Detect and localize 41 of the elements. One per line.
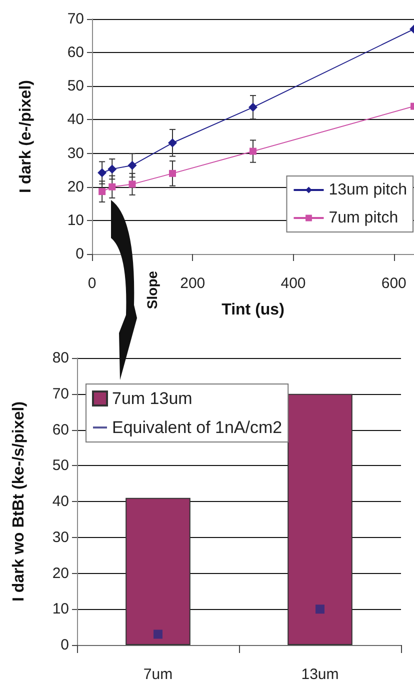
point xyxy=(108,183,116,190)
point xyxy=(98,188,106,196)
y-tick-label: 60 xyxy=(67,44,84,62)
x-tick-label: 400 xyxy=(280,275,306,292)
point xyxy=(108,164,117,174)
x-tick-label: 13um xyxy=(301,666,339,683)
legend-label: Equivalent of 1nA/cm2 xyxy=(112,418,282,437)
x-axis-title: Tint (us) xyxy=(222,302,284,318)
y-tick-label: 10 xyxy=(52,600,69,618)
point xyxy=(169,170,176,177)
point xyxy=(250,148,256,155)
y-tick-label: 0 xyxy=(60,636,69,654)
point xyxy=(248,102,258,112)
point xyxy=(98,168,107,178)
y-tick-label: 20 xyxy=(67,178,84,196)
y-tick-label: 80 xyxy=(52,350,69,366)
point xyxy=(128,160,137,170)
legend-label: 13um pitch xyxy=(328,182,407,198)
text: Slope xyxy=(144,270,160,310)
y-tick-label: 60 xyxy=(52,421,69,438)
x-tick-label: 200 xyxy=(180,275,206,292)
legend-label: 7um pitch xyxy=(328,210,398,226)
y-axis-title: I dark (e-/pixel) xyxy=(18,80,34,193)
x-tick-label: 600 xyxy=(381,275,406,292)
y-tick-label: 70 xyxy=(67,10,84,28)
point xyxy=(168,138,177,148)
y-tick-label: 40 xyxy=(52,493,69,510)
x-tick-label: 0 xyxy=(88,275,96,292)
y-tick-label: 30 xyxy=(67,144,84,162)
y-axis-title: I dark wo BtBt (ke-/s/pixel) xyxy=(10,401,28,602)
y-tick-label: 30 xyxy=(52,528,69,546)
x-tick-label: 7um xyxy=(143,666,173,683)
point xyxy=(128,180,136,188)
y-tick-label: 70 xyxy=(52,385,69,402)
y-tick-label: 20 xyxy=(52,564,69,582)
y-tick-label: 40 xyxy=(67,111,84,128)
y-tick-label: 0 xyxy=(76,246,84,262)
y-tick-label: 50 xyxy=(67,78,84,95)
legend-label: 7um 13um xyxy=(112,389,192,408)
y-tick-label: 10 xyxy=(67,212,84,229)
y-tick-label: 50 xyxy=(52,457,69,474)
